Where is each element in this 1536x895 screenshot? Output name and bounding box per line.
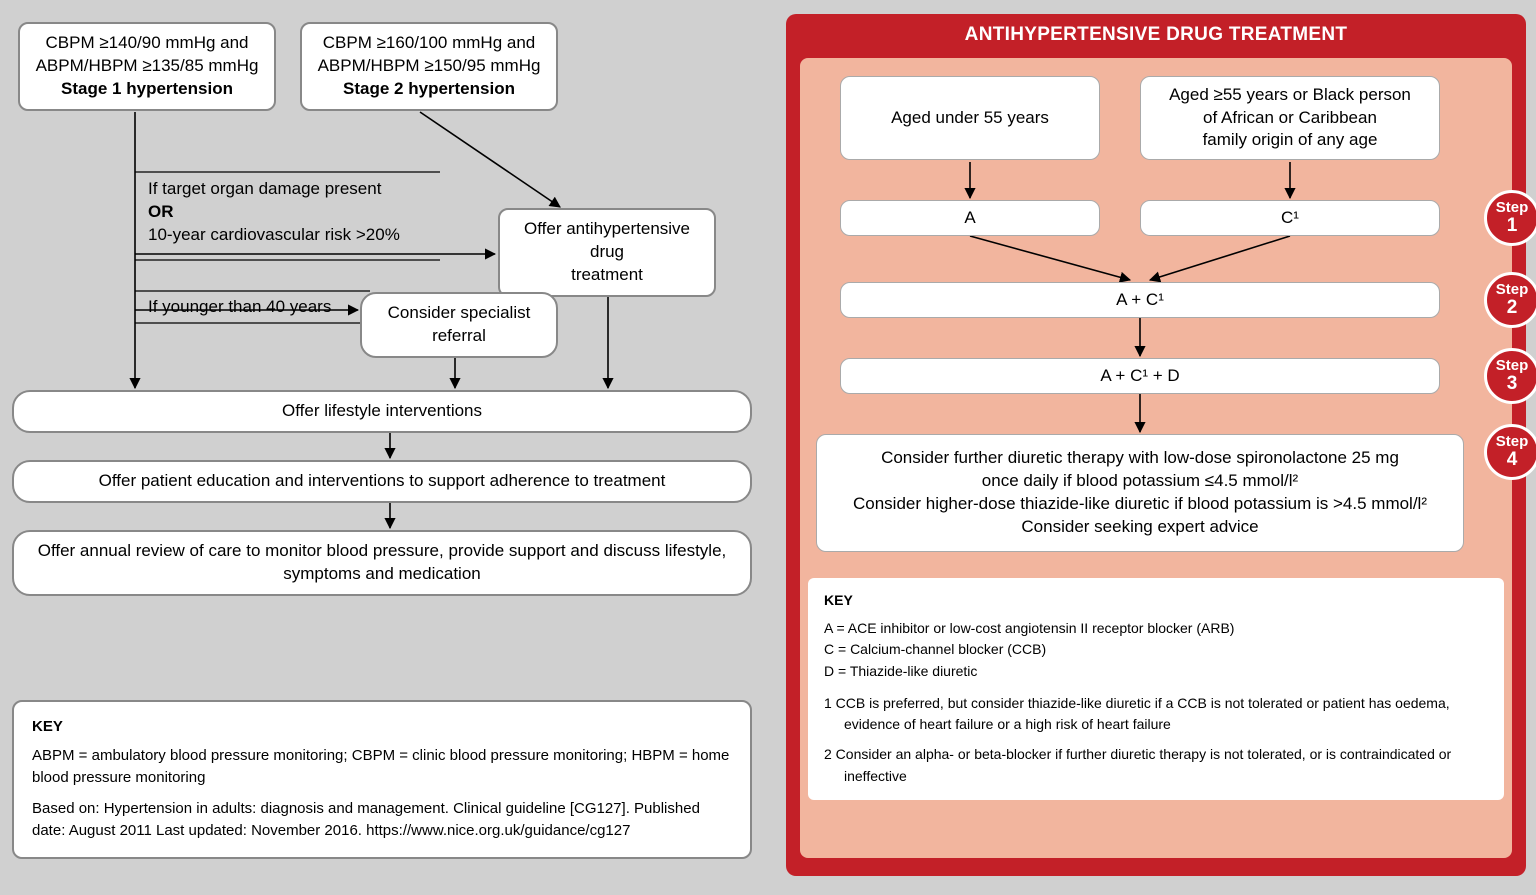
ac1-text: A + C¹ bbox=[1116, 289, 1164, 312]
annual-node: Offer annual review of care to monitor b… bbox=[12, 530, 752, 596]
stage1-line2: ABPM/HBPM ≥135/85 mmHg bbox=[36, 55, 259, 78]
panel-body: Aged under 55 years Aged ≥55 years or Bl… bbox=[800, 58, 1512, 858]
cond1-or: OR bbox=[148, 202, 174, 221]
key-c: C = Calcium-channel blocker (CCB) bbox=[824, 639, 1488, 661]
step-num-1: 1 bbox=[1507, 216, 1518, 236]
ac1-node: A + C¹ bbox=[840, 282, 1440, 318]
ac1d-text: A + C¹ + D bbox=[1100, 365, 1179, 388]
offer-drug-node: Offer antihypertensive drug treatment bbox=[498, 208, 716, 297]
age-over-node: Aged ≥55 years or Black person of Africa… bbox=[1140, 76, 1440, 160]
panel-header: ANTIHYPERTENSIVE DRUG TREATMENT bbox=[786, 14, 1526, 58]
stage2-line1: CBPM ≥160/100 mmHg and bbox=[323, 32, 535, 55]
step4-node: Consider further diuretic therapy with l… bbox=[816, 434, 1464, 552]
cond1-line1: If target organ damage present bbox=[148, 179, 381, 198]
treatment-panel: ANTIHYPERTENSIVE DRUG TREATMENT Aged und… bbox=[786, 14, 1526, 876]
cond1-line2: 10-year cardiovascular risk >20% bbox=[148, 225, 400, 244]
stage1-line1: CBPM ≥140/90 mmHg and bbox=[45, 32, 248, 55]
left-key-line2: Based on: Hypertension in adults: diagno… bbox=[32, 798, 732, 843]
stage2-line3: Stage 2 hypertension bbox=[343, 78, 515, 101]
stage1-node: CBPM ≥140/90 mmHg and ABPM/HBPM ≥135/85 … bbox=[18, 22, 276, 111]
c1-text: C¹ bbox=[1281, 207, 1299, 230]
key-n1: 1 CCB is preferred, but consider thiazid… bbox=[824, 693, 1488, 736]
step4-line1: Consider further diuretic therapy with l… bbox=[881, 447, 1399, 470]
age-under-text: Aged under 55 years bbox=[891, 107, 1049, 130]
step-word-3: Step bbox=[1496, 358, 1529, 374]
key-a: A = ACE inhibitor or low-cost angiotensi… bbox=[824, 618, 1488, 640]
lifestyle-node: Offer lifestyle interventions bbox=[12, 390, 752, 433]
age-over-line2: of African or Caribbean bbox=[1203, 107, 1377, 130]
education-text: Offer patient education and intervention… bbox=[99, 470, 666, 493]
offer-drug-line1: Offer antihypertensive drug bbox=[514, 218, 700, 264]
step4-badge: Step 4 bbox=[1484, 424, 1536, 480]
lifestyle-text: Offer lifestyle interventions bbox=[282, 400, 482, 423]
age-under-node: Aged under 55 years bbox=[840, 76, 1100, 160]
stage1-line3: Stage 1 hypertension bbox=[61, 78, 233, 101]
step-num-4: 4 bbox=[1507, 450, 1518, 470]
stage2-node: CBPM ≥160/100 mmHg and ABPM/HBPM ≥150/95… bbox=[300, 22, 558, 111]
right-key-title: KEY bbox=[824, 590, 1488, 612]
left-key-title: KEY bbox=[32, 716, 732, 739]
stage2-line2: ABPM/HBPM ≥150/95 mmHg bbox=[318, 55, 541, 78]
a-node: A bbox=[840, 200, 1100, 236]
cond1-label: If target organ damage present OR 10-yea… bbox=[148, 178, 400, 247]
left-key-line1: ABPM = ambulatory blood pressure monitor… bbox=[32, 745, 732, 790]
step-word-1: Step bbox=[1496, 200, 1529, 216]
education-node: Offer patient education and intervention… bbox=[12, 460, 752, 503]
step2-badge: Step 2 bbox=[1484, 272, 1536, 328]
a-text: A bbox=[964, 207, 975, 230]
c1-node: C¹ bbox=[1140, 200, 1440, 236]
step-num-2: 2 bbox=[1507, 298, 1518, 318]
cond2-text: If younger than 40 years bbox=[148, 297, 331, 316]
specialist-node: Consider specialist referral bbox=[360, 292, 558, 358]
age-over-line1: Aged ≥55 years or Black person bbox=[1169, 84, 1411, 107]
cond2-label: If younger than 40 years bbox=[148, 296, 331, 319]
age-over-line3: family origin of any age bbox=[1203, 129, 1378, 152]
left-key-box: KEY ABPM = ambulatory blood pressure mon… bbox=[12, 700, 752, 859]
annual-line1: Offer annual review of care to monitor b… bbox=[38, 540, 727, 563]
step4-line2: once daily if blood potassium ≤4.5 mmol/… bbox=[982, 470, 1298, 493]
key-d: D = Thiazide-like diuretic bbox=[824, 661, 1488, 683]
specialist-text: Consider specialist referral bbox=[376, 302, 542, 348]
step-word-4: Step bbox=[1496, 434, 1529, 450]
key-n2: 2 Consider an alpha- or beta-blocker if … bbox=[824, 744, 1488, 787]
step-num-3: 3 bbox=[1507, 374, 1518, 394]
ac1d-node: A + C¹ + D bbox=[840, 358, 1440, 394]
step-word-2: Step bbox=[1496, 282, 1529, 298]
step3-badge: Step 3 bbox=[1484, 348, 1536, 404]
annual-line2: symptoms and medication bbox=[283, 563, 480, 586]
step4-line3: Consider higher-dose thiazide-like diure… bbox=[853, 493, 1427, 516]
step1-badge: Step 1 bbox=[1484, 190, 1536, 246]
right-key-box: KEY A = ACE inhibitor or low-cost angiot… bbox=[808, 578, 1504, 800]
step4-line4: Consider seeking expert advice bbox=[1021, 516, 1258, 539]
offer-drug-line2: treatment bbox=[571, 264, 643, 287]
